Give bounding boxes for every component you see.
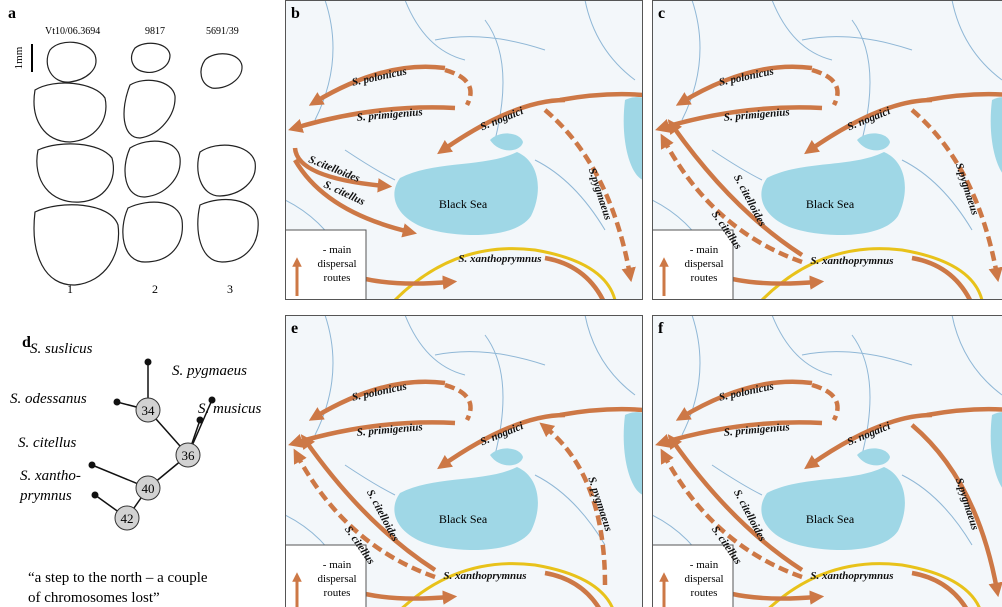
tip-dot	[114, 399, 121, 406]
map-panel: - maindispersalroutesbBlack SeaS. poloni…	[284, 0, 643, 301]
species-name: prymnus	[19, 488, 72, 504]
species-label: S. xanthoprymnus	[443, 570, 526, 582]
tooth	[201, 54, 242, 89]
tooth	[47, 42, 96, 82]
tip-dot	[92, 492, 99, 499]
specimen-number: 2	[152, 282, 158, 296]
tooth	[125, 141, 180, 197]
sea-label: Black Sea	[806, 512, 855, 526]
species-name: S. musicus	[198, 401, 261, 417]
species-name: S. xantho-	[20, 468, 81, 484]
tooth	[198, 145, 256, 196]
species-label: S. xanthoprymnus	[810, 255, 893, 267]
panel-label: b	[291, 5, 300, 22]
species-name: S. suslicus	[30, 341, 93, 357]
sea-label: Black Sea	[439, 197, 488, 211]
panel-label: c	[658, 5, 665, 22]
legend-text: - main	[323, 559, 352, 571]
specimen-number: 1	[67, 282, 73, 296]
species-name: S. pygmaeus	[172, 363, 247, 379]
node-label: 34	[142, 403, 156, 418]
tooth	[37, 144, 114, 202]
tip-dot	[145, 359, 152, 366]
tooth	[123, 202, 183, 262]
scale-label: 1mm	[13, 46, 25, 69]
specimen-label: 5691/39	[206, 26, 239, 37]
legend-text: - main	[690, 244, 719, 256]
node-label: 42	[121, 511, 134, 526]
panel-label: f	[658, 320, 664, 337]
sea-label: Black Sea	[806, 197, 855, 211]
tip-dot	[197, 417, 204, 424]
specimen-number: 3	[227, 282, 233, 296]
tooth	[198, 200, 258, 262]
species-label: S. xanthoprymnus	[458, 253, 541, 265]
figure: a Vt10/06.3694 9817 5691/39 1mm 1 2 3 d …	[0, 0, 1002, 607]
legend-text: - main	[690, 559, 719, 571]
node-label: 36	[182, 448, 196, 463]
legend-text: - main	[323, 244, 352, 256]
legend-text: routes	[324, 272, 351, 284]
caption-quote: “a step to the north – a couple	[28, 570, 208, 586]
panel-a: a Vt10/06.3694 9817 5691/39 1mm 1 2 3	[8, 5, 258, 296]
species-name: S. odessanus	[10, 391, 87, 407]
species-name: S. citellus	[18, 435, 76, 451]
tooth	[34, 205, 119, 285]
panel-label: a	[8, 5, 16, 22]
tip-dot	[89, 462, 96, 469]
specimen-label: 9817	[145, 26, 165, 37]
legend-text: routes	[691, 587, 718, 599]
map-panel: - maindispersalroutesfBlack SeaS. poloni…	[651, 315, 1002, 607]
tooth	[124, 80, 175, 138]
sea-label: Black Sea	[439, 512, 488, 526]
legend-text: dispersal	[317, 573, 356, 585]
tooth	[34, 83, 106, 142]
legend-text: dispersal	[684, 573, 723, 585]
node-label: 40	[142, 481, 155, 496]
legend-text: routes	[691, 272, 718, 284]
specimen-label: Vt10/06.3694	[45, 26, 100, 37]
legend-text: routes	[324, 587, 351, 599]
species-label: S. xanthoprymnus	[810, 570, 893, 582]
panel-label: e	[291, 320, 298, 337]
caption-quote: of chromosomes lost”	[28, 590, 160, 606]
map-panel: - maindispersalroutescBlack SeaS. poloni…	[651, 0, 1002, 301]
legend-text: dispersal	[317, 258, 356, 270]
legend-text: dispersal	[684, 258, 723, 270]
tooth	[132, 43, 170, 72]
